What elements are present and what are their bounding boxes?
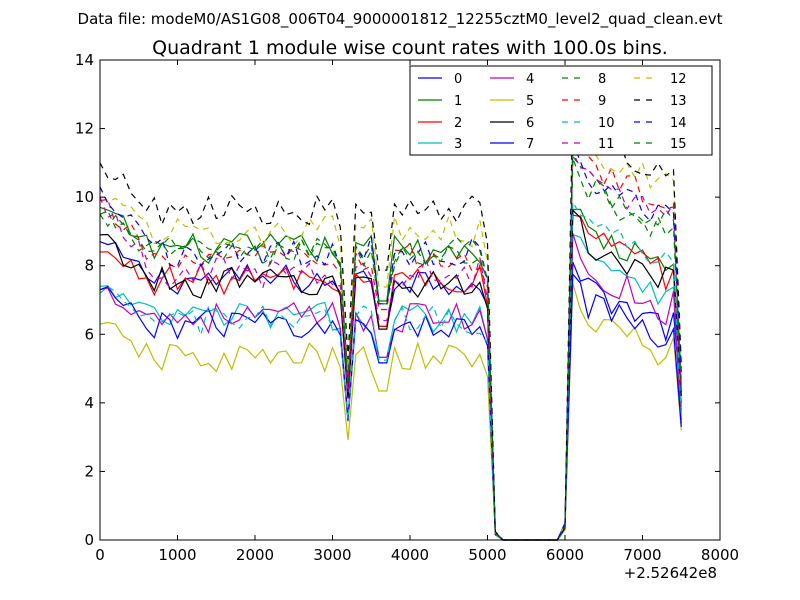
legend-label-13: 13: [670, 94, 687, 109]
series-line-15: [99, 157, 682, 541]
series-line-6: [99, 208, 682, 541]
x-tick-label: 0: [95, 546, 105, 564]
y-tick-label: 12: [75, 120, 94, 138]
x-tick-label: 1000: [158, 546, 196, 564]
y-tick-label: 0: [84, 531, 94, 549]
legend-label-12: 12: [670, 72, 687, 87]
x-tick-label: 7000: [623, 546, 661, 564]
x-tick-label: 8000: [701, 546, 739, 564]
x-tick-label: 6000: [546, 546, 584, 564]
legend-label-0: 0: [454, 72, 462, 87]
series-line-5: [99, 283, 682, 541]
x-axis-offset-label: +2.52642e8: [624, 564, 717, 582]
legend-label-2: 2: [454, 116, 462, 131]
y-tick-label: 2: [84, 462, 94, 480]
legend-label-10: 10: [598, 116, 615, 131]
legend-label-11: 11: [598, 137, 615, 152]
series-line-14: [99, 141, 682, 541]
x-tick-label: 5000: [468, 546, 506, 564]
y-tick-label: 14: [75, 51, 94, 69]
series-line-1: [99, 206, 682, 541]
series-line-2: [99, 214, 682, 541]
legend-label-8: 8: [598, 72, 606, 87]
legend-label-3: 3: [454, 137, 462, 152]
plot-lines: [99, 95, 682, 541]
x-axis-ticks: 0 1000 2000 3000 4000 5000 6000 7000 8000: [95, 60, 739, 564]
series-line-4: [99, 233, 682, 541]
legend-frame: [409, 65, 713, 156]
series-line-9: [99, 139, 682, 541]
legend-label-4: 4: [526, 72, 534, 87]
series-line-11: [99, 152, 682, 541]
y-tick-label: 4: [84, 394, 94, 412]
legend-label-15: 15: [670, 137, 687, 152]
legend-label-7: 7: [526, 137, 534, 152]
x-tick-label: 4000: [391, 546, 429, 564]
y-tick-label: 8: [84, 257, 94, 275]
x-tick-label: 2000: [236, 546, 274, 564]
legend-label-1: 1: [454, 94, 462, 109]
legend-label-6: 6: [526, 116, 534, 131]
legend-label-5: 5: [526, 94, 534, 109]
chart-title: Quadrant 1 module wise count rates with …: [152, 37, 668, 59]
series-line-10: [99, 199, 682, 541]
figure-suptitle: Data file: modeM0/AS1G08_006T04_90000018…: [78, 10, 723, 29]
y-tick-label: 10: [75, 188, 94, 206]
legend-label-14: 14: [670, 116, 687, 131]
legend-label-9: 9: [598, 94, 606, 109]
x-tick-label: 3000: [313, 546, 351, 564]
series-line-7: [99, 272, 682, 541]
y-tick-label: 6: [84, 325, 94, 343]
